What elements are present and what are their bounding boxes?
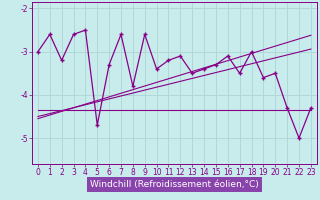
X-axis label: Windchill (Refroidissement éolien,°C): Windchill (Refroidissement éolien,°C) <box>90 180 259 189</box>
